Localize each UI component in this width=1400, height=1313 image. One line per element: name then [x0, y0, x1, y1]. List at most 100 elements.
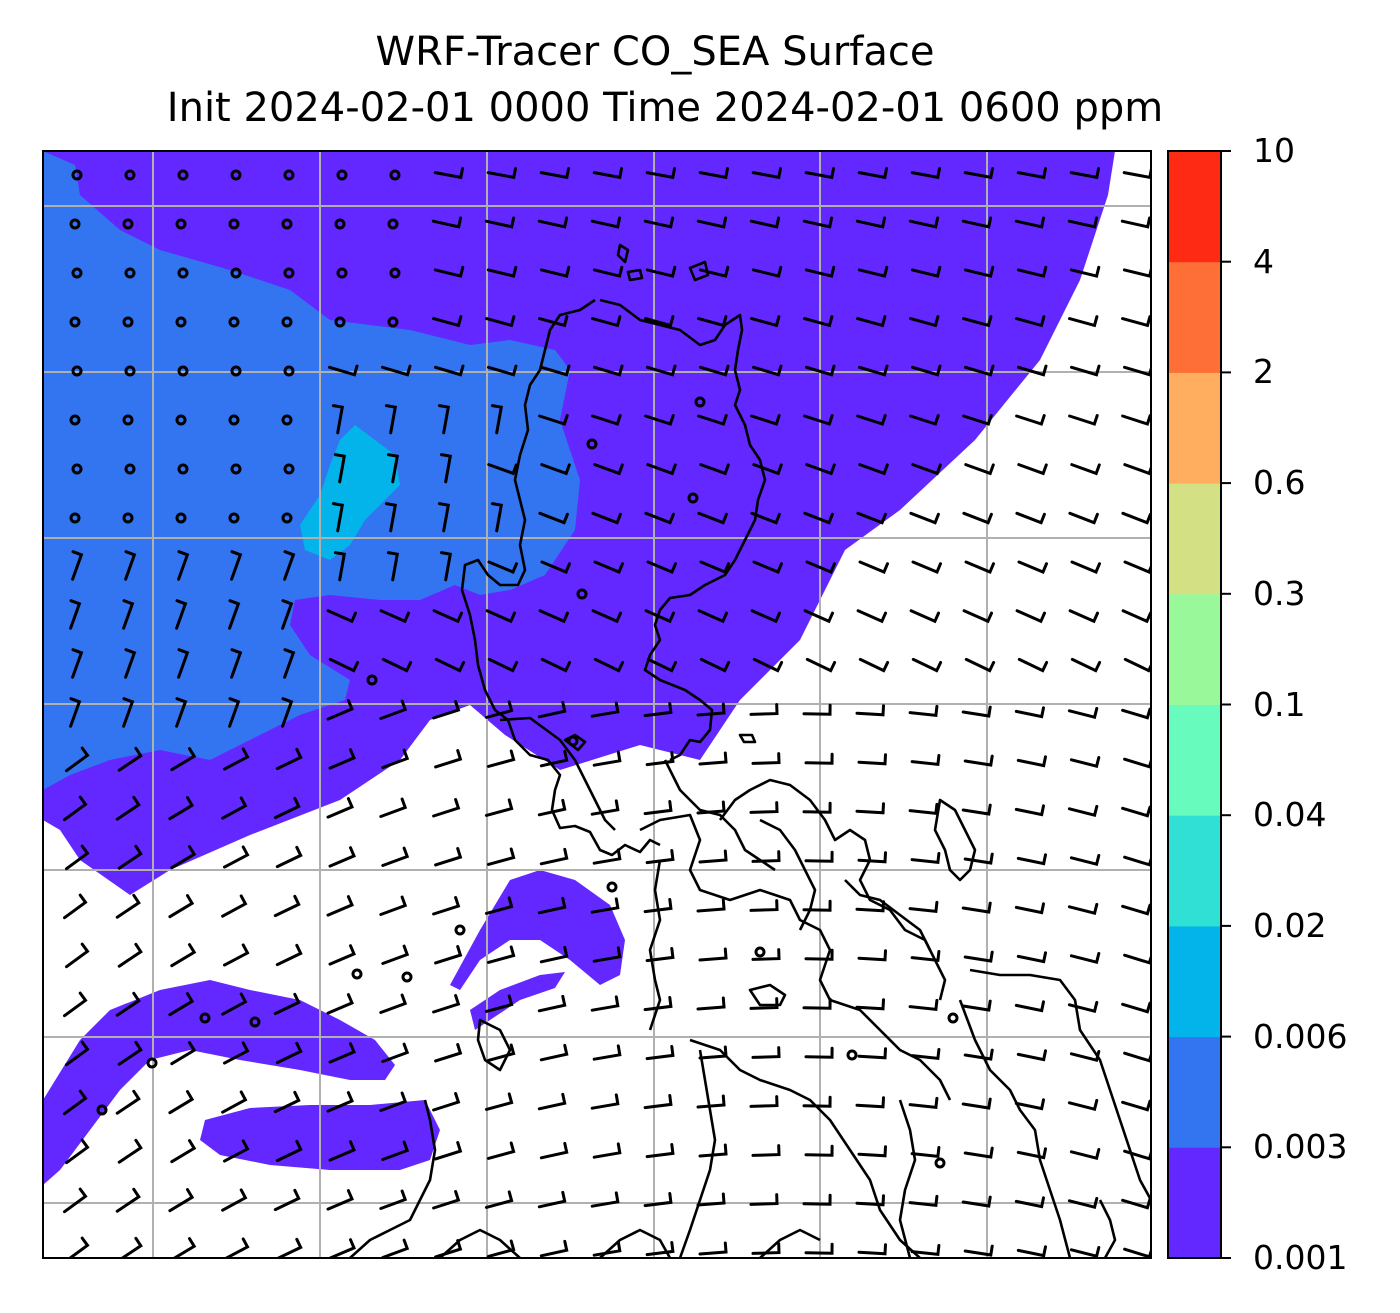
wind-barb: [857, 265, 889, 278]
wind-barb: [484, 896, 514, 915]
wind-barb: [698, 1143, 728, 1158]
calm-wind-marker: [199, 1012, 211, 1024]
contour-plume-east: [450, 870, 625, 990]
wind-barb: [1068, 609, 1099, 624]
wind-barb: [699, 560, 730, 574]
wind-barb: [1069, 265, 1101, 278]
wind-barb: [644, 315, 675, 328]
wind-barb: [910, 754, 941, 767]
wind-barb: [592, 1044, 622, 1061]
wind-barb: [696, 216, 728, 229]
wind-barb: [434, 1239, 463, 1258]
wind-barb: [1069, 1050, 1101, 1063]
wind-barb: [439, 453, 453, 484]
wind-barb: [379, 699, 408, 720]
wind-barb: [909, 511, 940, 525]
wind-barb: [698, 751, 728, 766]
wind-barb: [858, 560, 889, 574]
wind-barb: [273, 894, 301, 918]
colorbar-tick-label: 0.6: [1253, 463, 1306, 503]
colorbar-tick-label: 0.3: [1253, 573, 1306, 613]
wind-barb: [592, 1240, 622, 1257]
wind-barb: [856, 414, 887, 426]
wind-barb: [751, 850, 781, 863]
wind-barb: [539, 749, 569, 768]
wind-barb: [857, 1047, 887, 1060]
calm-wind-marker: [69, 316, 81, 328]
wind-barb: [961, 216, 993, 229]
wind-barb: [963, 852, 994, 865]
calm-wind-marker: [122, 512, 134, 524]
wind-barb: [537, 700, 567, 719]
colorbar-tick-label: 0.1: [1253, 684, 1306, 724]
calm-wind-marker: [230, 267, 242, 279]
wind-barb: [333, 453, 347, 484]
wind-barb: [590, 995, 620, 1012]
wind-barb: [909, 315, 940, 328]
calm-wind-marker: [228, 512, 240, 524]
wind-barb: [751, 948, 781, 961]
wind-barb: [751, 1144, 781, 1157]
wind-barb: [643, 702, 673, 718]
wind-barb: [1123, 657, 1151, 673]
wind-barb: [910, 950, 941, 963]
wind-barb: [961, 1097, 992, 1110]
wind-barb: [434, 749, 463, 769]
wind-barb: [221, 992, 248, 1016]
wind-barb: [223, 747, 250, 771]
wind-barb: [439, 551, 453, 582]
colorbar-tick-label: 0.04: [1253, 795, 1327, 835]
wind-barb: [221, 796, 248, 820]
wind-barb: [908, 900, 939, 914]
wind-barb: [1067, 216, 1099, 229]
contour-plume-small: [470, 972, 565, 1030]
wind-barb: [855, 704, 885, 717]
wind-barb: [381, 1238, 410, 1258]
wind-barb: [1123, 757, 1151, 769]
wind-barb: [911, 657, 943, 673]
wind-barb: [1121, 1001, 1151, 1014]
wind-barb: [221, 1090, 248, 1114]
wind-barb: [1016, 951, 1047, 964]
wind-barb: [591, 609, 622, 624]
wind-barb: [645, 1143, 675, 1159]
wind-barb: [698, 1045, 728, 1060]
wind-barb: [539, 945, 569, 964]
wind-barb: [540, 364, 571, 377]
wind-barb: [804, 948, 834, 961]
wind-barb: [65, 844, 90, 871]
wind-barb: [1067, 706, 1099, 720]
wind-barb: [646, 657, 678, 673]
wind-barb: [593, 364, 624, 377]
calm-wind-marker: [351, 968, 363, 980]
wind-barb: [858, 364, 889, 377]
calm-wind-marker: [283, 267, 295, 279]
wind-barb: [1122, 266, 1151, 278]
wind-barb: [697, 414, 728, 426]
wind-barb: [964, 364, 995, 377]
wind-barb: [803, 414, 834, 426]
wind-barb: [437, 404, 451, 435]
wind-barb: [911, 364, 942, 377]
wind-barb: [486, 265, 518, 278]
wind-barb: [855, 216, 887, 229]
colorbar-tick-label: 0.001: [1253, 1238, 1348, 1277]
wind-barb: [431, 216, 463, 229]
calm-wind-marker: [71, 169, 83, 181]
wind-barb: [115, 795, 141, 821]
wind-barb: [1014, 902, 1045, 915]
wind-barb: [644, 414, 675, 426]
wind-barb: [223, 943, 250, 967]
wind-barb: [65, 1138, 90, 1165]
wind-barb: [384, 404, 398, 435]
wind-barb: [230, 648, 243, 679]
wind-barb: [645, 167, 676, 180]
wind-barb: [961, 803, 992, 816]
wind-barb: [432, 1190, 461, 1210]
calm-wind-marker: [228, 218, 240, 230]
calm-wind-marker: [177, 267, 189, 279]
wind-barb: [855, 900, 885, 913]
wind-barb: [434, 657, 466, 673]
wind-barb: [961, 999, 992, 1012]
wind-barb: [170, 943, 197, 968]
